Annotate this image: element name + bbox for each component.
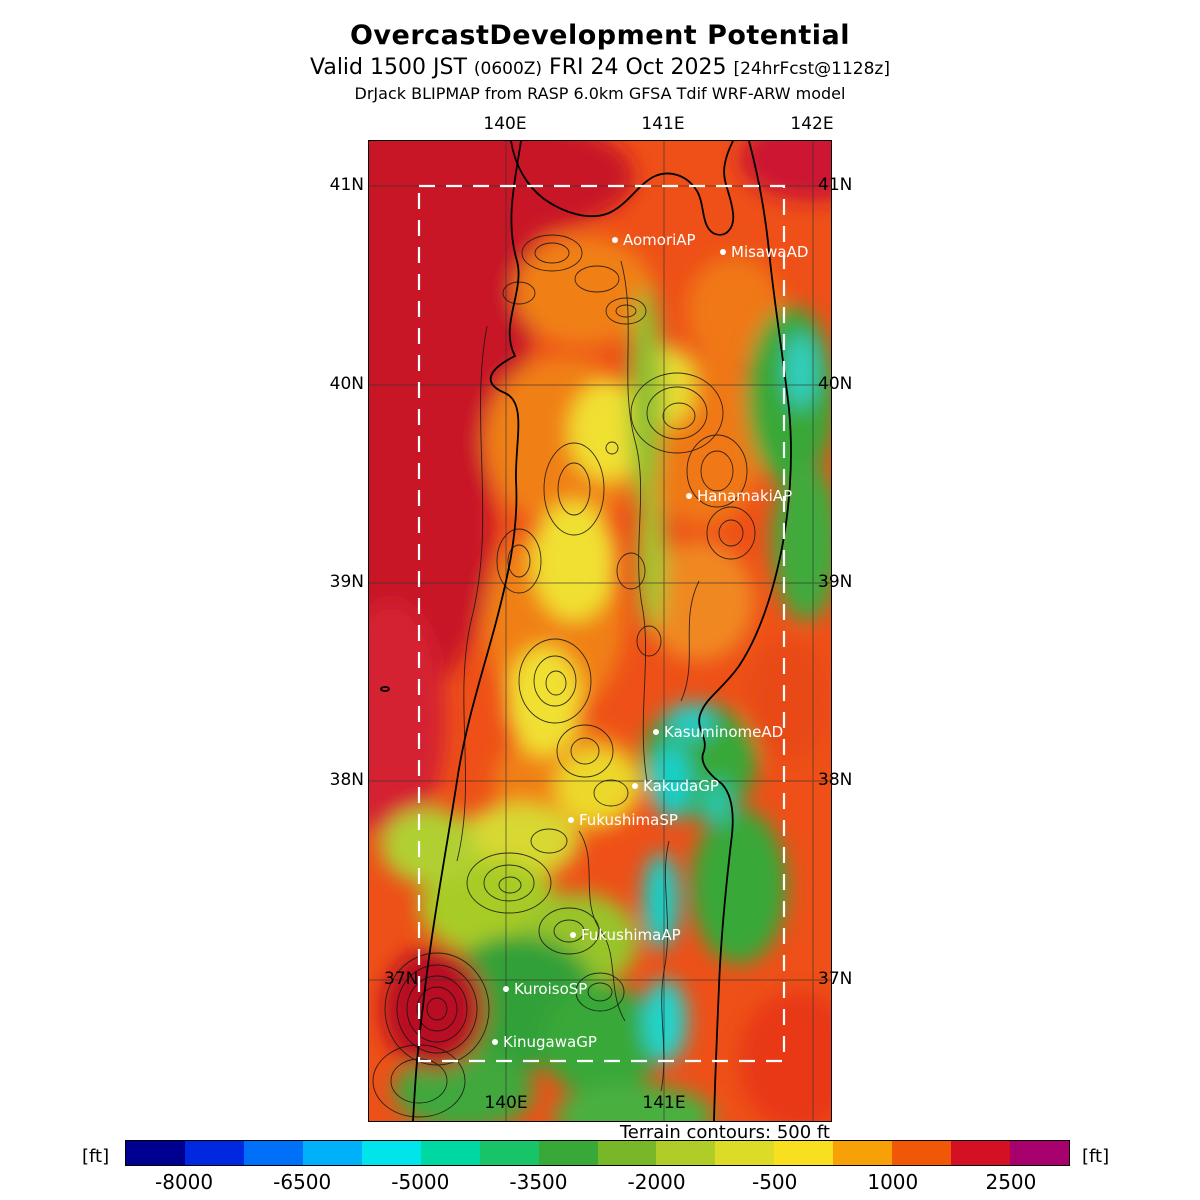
station-label: HanamakiAP bbox=[697, 487, 793, 505]
station-aomoriap: AomoriAP bbox=[612, 231, 696, 249]
lat-label-right-41n: 41N bbox=[818, 175, 853, 195]
lat-label-left-40n: 40N bbox=[329, 374, 364, 394]
terrain-contours-note: Terrain contours: 500 ft bbox=[619, 1122, 830, 1143]
station-label: KakudaGP bbox=[643, 777, 719, 795]
station-label: FukushimaAP bbox=[581, 926, 681, 944]
lon-label-top-142e: 142E bbox=[790, 114, 834, 134]
colorbar-tick: -6500 bbox=[273, 1170, 332, 1194]
page-title: OvercastDevelopment Potential bbox=[349, 20, 851, 51]
station-label: AomoriAP bbox=[623, 231, 696, 249]
lon-label-bottom-141e: 141E bbox=[642, 1093, 686, 1113]
station-dot-icon bbox=[686, 493, 692, 499]
station-kakudagp: KakudaGP bbox=[632, 777, 719, 795]
station-fukushimaap: FukushimaAP bbox=[570, 926, 681, 944]
colorbar-unit-right: [ft] bbox=[1082, 1146, 1110, 1167]
valid-zulu: (0600Z) bbox=[473, 59, 543, 79]
lat-label-left-41n: 41N bbox=[329, 175, 364, 195]
lat-label-right-40n: 40N bbox=[818, 374, 853, 394]
station-fukushimasp: FukushimaSP bbox=[568, 811, 678, 829]
lat-label-right-38n: 38N bbox=[818, 770, 853, 790]
map-svg bbox=[369, 141, 831, 1121]
station-kuroisosp: KuroisoSP bbox=[503, 980, 587, 998]
lon-label-top-140e: 140E bbox=[483, 114, 527, 134]
valid-fcst: [24hrFcst@1128z] bbox=[733, 59, 890, 79]
colorbar-tick: -2000 bbox=[627, 1170, 686, 1194]
latlon-grid bbox=[369, 141, 831, 1121]
station-dot-icon bbox=[720, 249, 726, 255]
station-label: KasuminomeAD bbox=[664, 723, 784, 741]
valid-prefix: Valid 1500 JST bbox=[310, 55, 474, 80]
valid-line: Valid 1500 JST (0600Z) FRI 24 Oct 2025 [… bbox=[0, 55, 1200, 80]
colorbar-cells bbox=[125, 1140, 1070, 1166]
terrain-contours bbox=[372, 234, 756, 1118]
colorbar-tick: -5000 bbox=[391, 1170, 450, 1194]
station-dot-icon bbox=[612, 237, 618, 243]
station-label: KinugawaGP bbox=[503, 1033, 597, 1051]
station-dot-icon bbox=[568, 817, 574, 823]
station-dot-icon bbox=[653, 729, 659, 735]
coastline bbox=[380, 141, 792, 1121]
colorbar-ticks: -8000 -6500 -5000 -3500 -2000 -500 1000 … bbox=[125, 1170, 1070, 1196]
station-dot-icon bbox=[492, 1039, 498, 1045]
lon-label-top-141e: 141E bbox=[641, 114, 685, 134]
colorbar-tick: -500 bbox=[751, 1170, 798, 1194]
lat-label-left-38n: 38N bbox=[329, 770, 364, 790]
lat-label-left-39n: 39N bbox=[329, 572, 364, 592]
lat-label-right-39n: 39N bbox=[818, 572, 853, 592]
colorbar-tick: 1000 bbox=[867, 1170, 919, 1194]
model-line: DrJack BLIPMAP from RASP 6.0km GFSA Tdif… bbox=[354, 84, 846, 103]
station-dot-icon bbox=[570, 932, 576, 938]
station-dot-icon bbox=[632, 783, 638, 789]
station-label: FukushimaSP bbox=[579, 811, 678, 829]
station-kinugawagp: KinugawaGP bbox=[492, 1033, 597, 1051]
valid-date: FRI 24 Oct 2025 bbox=[542, 55, 734, 80]
colorbar-tick: 2500 bbox=[985, 1170, 1037, 1194]
station-label: KuroisoSP bbox=[514, 980, 588, 998]
lat-label-left-37n: 37N bbox=[384, 969, 419, 989]
lon-label-bottom-140e: 140E bbox=[484, 1093, 528, 1113]
station-kasuminomead: KasuminomeAD bbox=[653, 723, 783, 741]
colorbar-unit-left: [ft] bbox=[82, 1146, 110, 1167]
colorbar-tick: -3500 bbox=[509, 1170, 568, 1194]
station-misawaad: MisawaAD bbox=[720, 243, 808, 261]
colorbar-tick: -8000 bbox=[155, 1170, 214, 1194]
lat-label-right-37n: 37N bbox=[818, 969, 853, 989]
station-hanamakiap: HanamakiAP bbox=[686, 487, 792, 505]
station-label: MisawaAD bbox=[731, 243, 809, 261]
station-dot-icon bbox=[503, 986, 509, 992]
map-area: AomoriAP MisawaAD HanamakiAP KasuminomeA… bbox=[368, 140, 832, 1122]
